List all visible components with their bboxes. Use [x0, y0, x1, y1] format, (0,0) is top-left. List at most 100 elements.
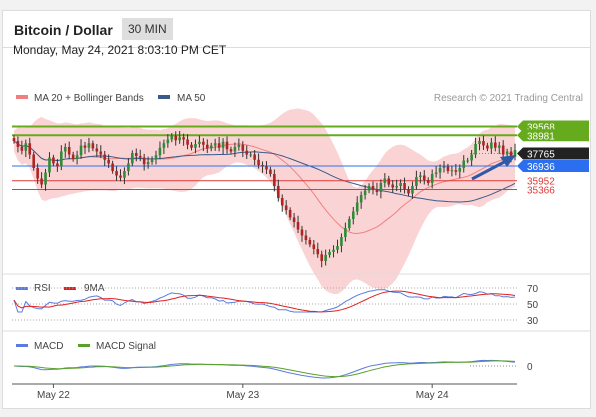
candle [79, 139, 83, 159]
candle-body [466, 160, 469, 162]
candle-body [249, 154, 252, 156]
candle [419, 171, 422, 184]
candle [253, 150, 256, 166]
candle-body [387, 178, 391, 185]
candle [288, 207, 292, 221]
candle-body [166, 139, 170, 144]
rsi-tick-label: 50 [527, 300, 539, 311]
candle [442, 161, 446, 173]
candle-body [52, 157, 55, 164]
ma20-legend-label: MA 20 + Bollinger Bands [34, 93, 144, 104]
trend-arrow-head [500, 155, 516, 167]
candle-body [217, 143, 221, 148]
candle [415, 170, 418, 190]
candle-body [209, 145, 213, 149]
candle [158, 141, 162, 159]
candle-body [490, 142, 493, 149]
candle [150, 156, 154, 165]
candle-body [419, 175, 422, 177]
candle [36, 163, 39, 184]
candle [115, 166, 118, 181]
candle [154, 150, 158, 165]
level-tag-37765: 37765 [517, 147, 589, 161]
candle [91, 140, 95, 152]
candle-body [99, 151, 103, 155]
candle [486, 142, 489, 152]
candle-body [162, 143, 166, 148]
candle-body [513, 150, 517, 157]
candle [16, 136, 20, 153]
candle [312, 240, 316, 255]
chart-datetime: Monday, May 24, 2021 8:03:10 PM CET [13, 43, 227, 57]
candle-body [300, 229, 304, 236]
candle [497, 141, 501, 155]
candle-body [12, 138, 16, 141]
candle [422, 170, 426, 185]
candle-body [241, 144, 245, 151]
candle-body [245, 150, 249, 155]
level-tag-36936: 36936 [517, 159, 589, 173]
candle-body [320, 254, 324, 261]
level-label-35366: 35366 [527, 186, 555, 197]
candle-body [63, 147, 67, 152]
candle-body [36, 168, 39, 179]
candle [83, 141, 87, 155]
candle-body [501, 145, 505, 155]
candle [190, 142, 193, 151]
candle [48, 152, 51, 177]
candle-body [470, 154, 473, 161]
candle-body [355, 202, 359, 212]
candle [182, 133, 185, 146]
candle [324, 249, 327, 266]
candle [426, 177, 430, 186]
level-label-37765: 37765 [527, 150, 555, 161]
candle-body [20, 147, 24, 151]
candle [127, 158, 130, 176]
x-tick-label: May 23 [226, 390, 259, 401]
candle-body [478, 141, 481, 144]
candle [107, 154, 110, 168]
macd-signal-legend-swatch [78, 344, 90, 347]
candle [505, 148, 509, 158]
candle [71, 151, 75, 162]
candle [245, 145, 249, 159]
candle [28, 137, 32, 159]
candle-body [115, 171, 118, 176]
candle-body [111, 163, 114, 171]
candle [229, 146, 233, 155]
candle-body [237, 144, 241, 147]
candle [202, 138, 205, 152]
candle-body [367, 186, 371, 191]
candle [174, 131, 178, 146]
candle-body [229, 149, 233, 152]
candle-body [340, 237, 343, 246]
candle-body [174, 135, 178, 141]
candle-body [284, 205, 288, 210]
candle [67, 141, 71, 159]
instrument-title: Bitcoin / Dollar [14, 22, 113, 38]
rsi9-legend-label: 9MA [84, 283, 105, 294]
candle-body [75, 155, 79, 159]
candle-body [186, 139, 189, 145]
candle [138, 149, 142, 162]
candle-body [434, 172, 438, 174]
candle-body [379, 183, 383, 192]
candle-body [103, 154, 107, 160]
candle-body [308, 240, 312, 245]
candle [257, 153, 260, 169]
candle [233, 142, 237, 157]
candle-body [312, 244, 316, 249]
candle [403, 177, 406, 194]
candle-body [182, 137, 185, 140]
timeframe-badge[interactable]: 30 MIN [122, 18, 173, 40]
candle [166, 134, 170, 148]
candle [359, 191, 363, 209]
candle-body [190, 144, 193, 148]
candle-body [40, 178, 43, 185]
candle-body [213, 143, 217, 146]
candle [296, 215, 300, 234]
candle-body [304, 235, 308, 240]
candle-body [395, 186, 398, 188]
candle [131, 150, 134, 167]
candle-body [87, 143, 91, 148]
